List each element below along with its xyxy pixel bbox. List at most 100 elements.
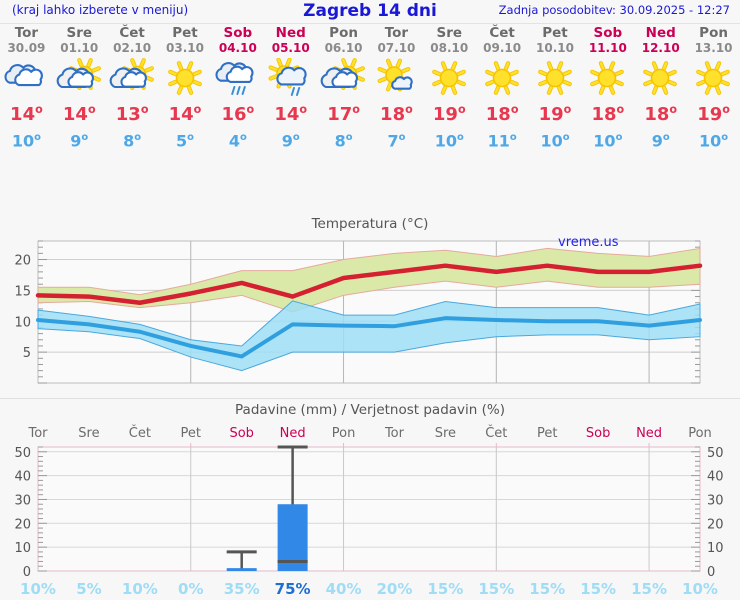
degree-icon: o xyxy=(240,132,247,143)
day-name: Sre xyxy=(436,25,463,41)
day-column[interactable]: Čet 02.10 13o 8o xyxy=(106,26,159,152)
location-menu-note: (kraj lahko izberete v meniju) xyxy=(12,3,189,17)
temp-min: 10o xyxy=(529,127,582,152)
degree-icon: o xyxy=(246,103,255,116)
day-name: Pet xyxy=(172,25,198,41)
day-name: Sob xyxy=(223,25,253,41)
precip-y-tick-label-left: 40 xyxy=(14,470,31,485)
temp-max-value: 14 xyxy=(62,104,88,125)
day-column[interactable]: Sre 01.10 14o 9o xyxy=(53,26,106,152)
precip-day-label: Čet xyxy=(129,425,151,441)
weather-sunny-icon xyxy=(476,58,529,98)
weather-partly-sunny-icon xyxy=(53,58,106,98)
temp-max-value: 17 xyxy=(327,104,353,125)
degree-icon: o xyxy=(193,103,202,116)
degree-icon: o xyxy=(292,132,300,143)
day-column[interactable]: Tor 07.10 18o 7o xyxy=(370,26,423,152)
temp-max-value: 13 xyxy=(115,104,141,125)
precipitation-chart: Padavine (mm) / Verjetnost padavin (%) To… xyxy=(0,399,740,600)
weather-partly-sunny-icon xyxy=(106,58,159,98)
precip-day-label: Sob xyxy=(586,426,610,441)
page-title: Zagreb 14 dni xyxy=(303,1,437,21)
temp-max: 18o xyxy=(476,98,529,127)
day-column[interactable]: Pet 10.10 19o 10o xyxy=(529,26,582,152)
day-column[interactable]: Sob 04.10 16o 4o xyxy=(211,26,264,152)
temp-y-tick-label: 20 xyxy=(14,254,31,269)
precip-day-label: Pon xyxy=(688,426,712,441)
degree-icon: o xyxy=(299,103,308,116)
temp-max: 16o xyxy=(211,98,264,127)
day-column[interactable]: Pon 13.10 19o 10o xyxy=(687,26,740,152)
day-column[interactable]: Tor 30.09 14o 10o xyxy=(0,26,53,152)
precip-day-label: Pon xyxy=(332,426,356,441)
temp-min-value: 11 xyxy=(487,131,510,151)
temp-max: 14o xyxy=(264,98,317,127)
temp-max-band xyxy=(37,247,701,313)
chart-divider xyxy=(0,398,740,399)
degree-icon: o xyxy=(662,132,670,143)
day-name: Pon xyxy=(329,25,358,41)
temp-y-tick-label: 15 xyxy=(14,284,31,299)
temp-min-value: 10 xyxy=(593,131,616,151)
temp-min-value: 5 xyxy=(176,131,188,151)
degree-icon: o xyxy=(405,103,413,116)
precip-day-label: Ned xyxy=(636,426,662,441)
temp-max-value: 18 xyxy=(485,104,511,125)
weather-sun-rain-icon xyxy=(264,58,317,98)
weather-sunny-icon xyxy=(581,58,634,98)
degree-icon: o xyxy=(562,132,570,143)
degree-icon: o xyxy=(345,132,353,143)
day-column[interactable]: Sob 11.10 18o 10o xyxy=(581,26,634,152)
temp-min: 8o xyxy=(106,127,159,152)
precip-day-label: Ned xyxy=(280,426,306,441)
day-name: Pon xyxy=(699,25,728,41)
day-name: Čet xyxy=(119,25,145,41)
precip-y-tick-label-right: 10 xyxy=(707,541,724,556)
temp-min-value: 10 xyxy=(540,131,563,151)
temp-min-value: 8 xyxy=(123,131,135,151)
degree-icon: o xyxy=(722,103,730,116)
precip-probability-label: 10% xyxy=(682,580,718,598)
precip-probability-label: 15% xyxy=(631,580,667,598)
precip-probability-label: 10% xyxy=(20,580,56,598)
degree-icon: o xyxy=(615,132,623,143)
precip-probability-label: 15% xyxy=(529,580,565,598)
degree-icon: o xyxy=(34,132,41,143)
temp-min-band xyxy=(37,300,701,372)
day-date: 06.10 xyxy=(324,41,363,55)
degree-icon: o xyxy=(669,103,678,116)
day-column[interactable]: Ned 12.10 18o 9o xyxy=(634,26,687,152)
precip-bar xyxy=(226,568,257,571)
temp-max: 14o xyxy=(53,98,106,127)
degree-icon: o xyxy=(510,103,519,116)
temp-min-value: 10 xyxy=(434,131,457,151)
day-column[interactable]: Pet 03.10 14o 5o xyxy=(159,26,212,152)
precipitation-chart-title: Padavine (mm) / Verjetnost padavin (%) xyxy=(235,402,505,418)
temp-max: 19o xyxy=(529,98,582,127)
daily-forecast-strip: Tor 30.09 14o 10o Sre 01.10 14o 9o Čet 02.10 13o 8o… xyxy=(0,26,740,191)
precipitation-chart-svg: Padavine (mm) / Verjetnost padavin (%) To… xyxy=(0,399,740,600)
precip-probability-label: 15% xyxy=(478,580,514,598)
temp-min-value: 4 xyxy=(228,131,240,151)
precip-y-tick-label-left: 20 xyxy=(14,517,31,532)
temp-y-tick-label: 10 xyxy=(14,315,31,330)
day-column[interactable]: Pon 06.10 17o 8o xyxy=(317,26,370,152)
day-column[interactable]: Sre 08.10 19o 10o xyxy=(423,26,476,152)
day-column[interactable]: Ned 05.10 14o 9o xyxy=(264,26,317,152)
temp-min: 10o xyxy=(423,127,476,152)
day-date: 01.10 xyxy=(60,41,99,55)
degree-icon: o xyxy=(457,103,466,116)
temp-max: 14o xyxy=(159,98,212,127)
temp-max: 18o xyxy=(581,98,634,127)
precip-probability-label: 15% xyxy=(580,580,616,598)
weather-sunny-icon xyxy=(159,58,212,98)
day-column[interactable]: Čet 09.10 18o 11o xyxy=(476,26,529,152)
day-name: Tor xyxy=(384,25,409,41)
precip-y-tick-label-right: 50 xyxy=(707,446,724,461)
temp-max-value: 14 xyxy=(10,104,36,125)
temp-max: 18o xyxy=(634,98,687,127)
precip-day-label: Sob xyxy=(229,426,253,441)
precip-probability-label: 15% xyxy=(427,580,463,598)
precip-y-tick-label-left: 30 xyxy=(14,493,31,508)
